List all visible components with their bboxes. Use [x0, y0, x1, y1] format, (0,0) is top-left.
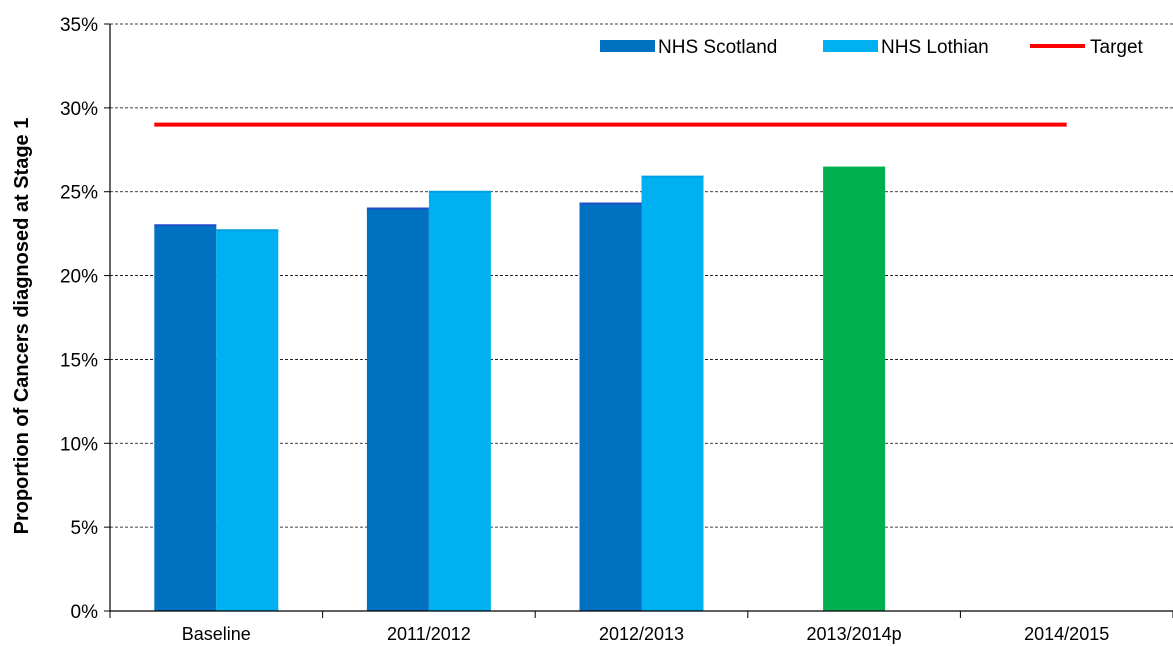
x-category-label-2: 2012/2013 [599, 624, 684, 644]
legend-swatch-1 [823, 40, 878, 52]
legend-label-0: NHS Scotland [658, 37, 777, 58]
bar-nhs-lothian-0 [216, 230, 279, 611]
x-category-label-0: Baseline [182, 624, 251, 644]
y-tick-label-7: 35% [60, 15, 98, 36]
y-tick-label-2: 10% [60, 434, 98, 455]
y-tick-label-5: 25% [60, 183, 98, 204]
bar-nhs-lothian-2 [641, 176, 704, 611]
bar-nhs-scotland-0 [154, 225, 217, 611]
bar-nhs-lothian-1 [428, 191, 491, 611]
y-tick-label-4: 20% [60, 267, 98, 288]
y-tick-label-1: 5% [71, 518, 99, 539]
y-tick-labels: 0% 5% 10% 15% 20% 25% 30% 35% [60, 15, 98, 623]
bar-extra-3 [823, 166, 886, 612]
y-tick-label-0: 0% [71, 602, 99, 623]
legend-label-1: NHS Lothian [881, 37, 989, 58]
x-category-label-4: 2014/2015 [1024, 624, 1109, 644]
y-tick-label-3: 15% [60, 350, 98, 371]
legend-label-2: Target [1090, 37, 1144, 58]
bar-nhs-scotland-2 [579, 203, 642, 611]
x-category-label-1: 2011/2012 [387, 624, 471, 644]
y-axis-label: Proportion of Cancers diagnosed at Stage… [11, 118, 33, 535]
bar-nhs-scotland-1 [366, 208, 429, 611]
y-tick-label-6: 30% [60, 99, 98, 120]
legend: NHS Scotland NHS Lothian Target [600, 37, 1144, 58]
axes [104, 23, 1173, 618]
bars [154, 166, 886, 612]
legend-swatch-0 [600, 40, 655, 52]
x-category-label-3: 2013/2014p [807, 624, 902, 644]
x-category-labels: Baseline 2011/2012 2012/2013 2013/2014p 2014… [182, 624, 1109, 644]
